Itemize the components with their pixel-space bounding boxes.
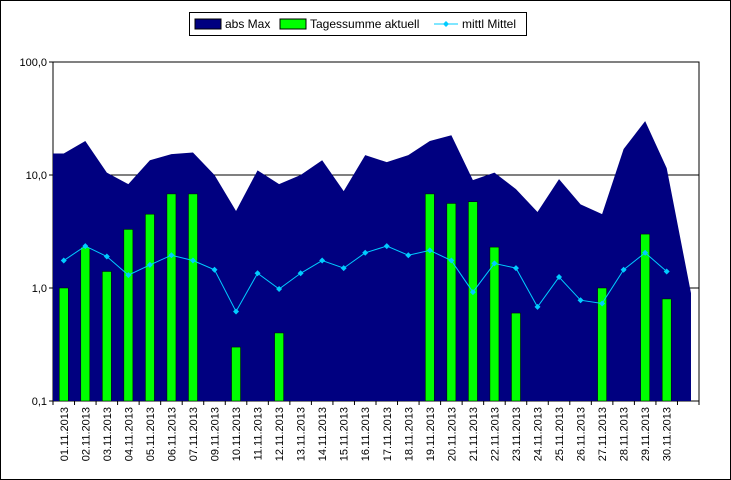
point-23.11.2013 [512, 265, 519, 272]
x-tick-label: 27.11.2013 [597, 407, 609, 461]
y-tick-label: 10,0 [26, 170, 47, 182]
point-01.11.2013 [60, 257, 67, 264]
point-19.11.2013 [426, 247, 433, 254]
x-tick-label: 22.11.2013 [489, 407, 501, 461]
x-tick-label: 17.11.2013 [382, 407, 394, 461]
x-tick-label: 03.11.2013 [102, 407, 114, 461]
point-02.11.2013 [82, 243, 89, 250]
legend-label-tagessumme: Tagessumme aktuell [310, 17, 419, 31]
bar-01.11.2013 [59, 287, 69, 402]
bar-23.11.2013 [511, 312, 521, 402]
x-tick-label: 26.11.2013 [576, 407, 588, 461]
legend-swatch-abs-max [194, 18, 222, 30]
point-22.11.2013 [491, 260, 498, 267]
area-series-abs-max [53, 121, 691, 401]
x-tick-label: 23.11.2013 [511, 407, 523, 461]
bar-series-tagessumme [59, 193, 672, 402]
x-tick-label: 16.11.2013 [360, 407, 372, 461]
point-12.11.2013 [276, 285, 283, 292]
x-tick-label: 02.11.2013 [80, 407, 92, 461]
point-27.11.2013 [599, 300, 606, 307]
area-abs-max [53, 121, 691, 401]
point-03.11.2013 [103, 253, 110, 260]
point-26.11.2013 [577, 297, 584, 304]
point-10.11.2013 [233, 308, 240, 315]
x-tick-label: 14.11.2013 [317, 407, 329, 461]
x-tick-label: 20.11.2013 [446, 407, 458, 461]
bar-22.11.2013 [489, 246, 500, 402]
x-tick-label: 30.11.2013 [662, 407, 674, 461]
bar-05.11.2013 [145, 213, 155, 402]
bar-27.11.2013 [597, 287, 607, 402]
x-tick-label: 01.11.2013 [59, 407, 71, 461]
bar-06.11.2013 [166, 193, 177, 402]
bar-07.11.2013 [188, 193, 198, 402]
point-05.11.2013 [146, 261, 153, 268]
legend: abs Max Tagessumme aktuell mittl Mittel [189, 12, 527, 36]
x-tick-label: 07.11.2013 [188, 407, 200, 461]
y-tick-label: 1,0 [32, 283, 47, 295]
point-17.11.2013 [383, 243, 390, 250]
x-tick-label: 19.11.2013 [425, 407, 437, 461]
point-09.11.2013 [211, 266, 218, 273]
legend-marker-mittl-mittel [443, 21, 449, 27]
point-04.11.2013 [125, 272, 132, 279]
point-06.11.2013 [168, 252, 175, 259]
x-tick-label: 12.11.2013 [274, 407, 286, 461]
point-18.11.2013 [405, 252, 412, 259]
y-tick-label: 100,0 [19, 57, 47, 69]
bar-12.11.2013 [274, 332, 284, 402]
bar-03.11.2013 [102, 271, 112, 402]
point-07.11.2013 [189, 257, 196, 264]
bar-20.11.2013 [446, 203, 457, 402]
x-tick-label: 13.11.2013 [296, 407, 308, 461]
point-28.11.2013 [620, 266, 627, 273]
point-13.11.2013 [297, 270, 304, 277]
bar-30.11.2013 [661, 298, 672, 402]
point-24.11.2013 [534, 303, 541, 310]
line-series-mittl-mittel [60, 243, 670, 315]
bar-04.11.2013 [123, 229, 134, 402]
x-tick-label: 15.11.2013 [339, 407, 351, 461]
legend-frame [189, 12, 527, 36]
point-16.11.2013 [362, 249, 369, 256]
x-tick-label: 04.11.2013 [123, 407, 135, 461]
bar-19.11.2013 [425, 193, 435, 402]
x-tick-label: 10.11.2013 [231, 407, 243, 461]
point-14.11.2013 [319, 257, 326, 264]
bar-10.11.2013 [231, 346, 241, 402]
y-axis: 0,1 1,0 10,0 100,0 [19, 57, 53, 408]
x-tick-label: 29.11.2013 [640, 407, 652, 461]
x-tick-label: 24.11.2013 [533, 407, 545, 461]
x-tick-label: 28.11.2013 [619, 407, 631, 461]
point-29.11.2013 [642, 249, 649, 256]
x-axis: 01.11.2013 02.11.2013 03.11.2013 04.11.2013… [52, 401, 700, 461]
legend-label-mittl-mittel: mittl Mittel [462, 17, 516, 31]
point-11.11.2013 [254, 270, 261, 277]
x-tick-label: 05.11.2013 [145, 407, 157, 461]
x-tick-label: 06.11.2013 [166, 407, 178, 461]
y-tick-label: 0,1 [32, 396, 47, 408]
point-21.11.2013 [469, 289, 476, 296]
point-30.11.2013 [663, 268, 670, 275]
x-tick-label: 25.11.2013 [554, 407, 566, 461]
bar-21.11.2013 [468, 201, 478, 402]
point-15.11.2013 [340, 265, 347, 272]
plot-area [52, 61, 700, 402]
x-tick-label: 18.11.2013 [403, 407, 415, 461]
point-25.11.2013 [556, 274, 563, 281]
x-tick-label: 11.11.2013 [253, 407, 265, 460]
bar-02.11.2013 [80, 246, 91, 402]
point-20.11.2013 [448, 257, 455, 264]
x-tick-label: 09.11.2013 [210, 407, 222, 461]
legend-swatch-tagessumme [279, 18, 307, 30]
bar-29.11.2013 [640, 233, 650, 402]
legend-label-abs-max: abs Max [225, 17, 270, 31]
x-tick-label: 21.11.2013 [468, 407, 480, 461]
